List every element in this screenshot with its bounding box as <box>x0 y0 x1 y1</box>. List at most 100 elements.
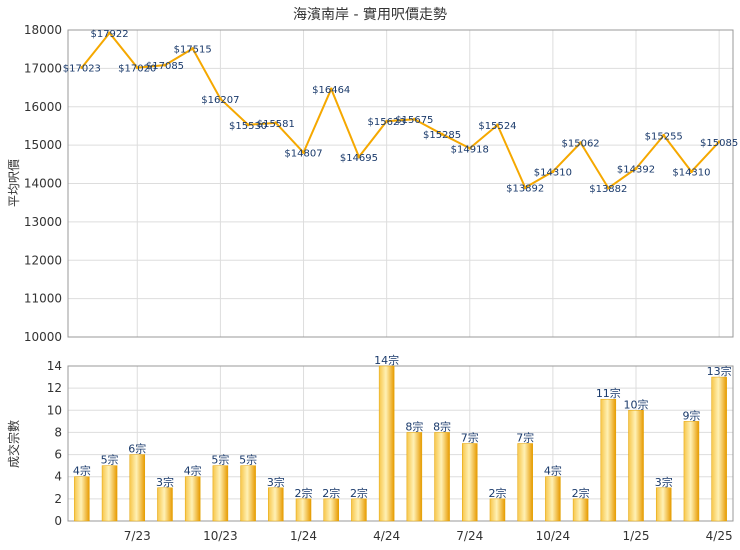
volume-y-tick-label: 14 <box>47 359 62 373</box>
x-tick-label: 10/24 <box>536 529 571 543</box>
price-point-label: $15255 <box>645 131 683 142</box>
x-tick-label: 7/24 <box>456 529 483 543</box>
volume-bar-label: 2宗 <box>295 486 313 500</box>
volume-bar <box>351 498 367 522</box>
price-y-tick-label: 17000 <box>24 61 62 75</box>
price-point-label: $17023 <box>63 63 101 74</box>
price-point-label: $14392 <box>617 164 655 175</box>
price-point-label: $15581 <box>257 119 295 130</box>
price-point-label: $17020 <box>118 64 156 75</box>
x-tick-label: 1/25 <box>623 529 650 543</box>
price-point <box>80 65 84 69</box>
price-point <box>385 119 389 123</box>
volume-bar <box>683 421 700 522</box>
volume-bar <box>462 443 478 522</box>
price-point-label: $15524 <box>478 121 516 132</box>
price-point <box>274 121 278 125</box>
chart-title: 海濱南岸 - 實用呎價走勢 <box>293 6 447 23</box>
price-point <box>717 140 721 144</box>
volume-plot-frame <box>67 365 734 522</box>
price-point <box>689 170 693 174</box>
price-point <box>191 47 195 51</box>
volume-bar <box>212 465 229 522</box>
volume-y-tick-label: 4 <box>54 470 62 484</box>
volume-bar-label: 2宗 <box>350 486 368 500</box>
price-point-label: $15530 <box>229 121 267 132</box>
volume-bar-label: 2宗 <box>322 486 340 500</box>
price-point-label: $16464 <box>312 85 350 96</box>
price-point <box>135 66 139 70</box>
volume-bar <box>74 476 90 522</box>
price-y-tick-label: 18000 <box>24 23 62 37</box>
price-point <box>468 146 472 150</box>
price-point <box>606 186 610 190</box>
x-tick-label: 4/25 <box>706 529 733 543</box>
volume-bar-label: 4宗 <box>544 464 562 478</box>
volume-bar-label: 2宗 <box>488 486 506 500</box>
price-series-line <box>81 31 720 190</box>
volume-bar-label: 5宗 <box>239 453 257 467</box>
volume-y-tick-label: 10 <box>47 403 62 417</box>
volume-bar-label: 4宗 <box>73 464 91 478</box>
volume-bar-label: 3宗 <box>156 475 174 489</box>
x-tick-label: 10/23 <box>203 529 238 543</box>
volume-bar <box>184 476 201 522</box>
volume-bar-label: 5宗 <box>211 453 229 467</box>
volume-bar <box>268 487 284 522</box>
price-point <box>412 117 416 121</box>
price-point <box>523 186 527 190</box>
volume-bar-label: 13宗 <box>707 364 732 378</box>
price-point-label: $13892 <box>506 184 544 195</box>
price-point-label: $15675 <box>395 115 433 126</box>
price-point-label: $15085 <box>700 138 738 149</box>
volume-bar-label: 7宗 <box>461 431 479 445</box>
price-y-axis-label: 平均呎價 <box>7 159 21 207</box>
volume-bar <box>600 398 617 522</box>
volume-bar-label: 9宗 <box>682 408 700 422</box>
price-point-label: $15285 <box>423 130 461 141</box>
volume-bar-label: 2宗 <box>572 486 590 500</box>
price-point-label: $14918 <box>451 144 489 155</box>
price-point <box>246 123 250 127</box>
volume-bar-label: 3宗 <box>655 475 673 489</box>
price-point-label: $13882 <box>589 184 627 195</box>
x-tick-label: 7/23 <box>124 529 151 543</box>
volume-bar-label: 6宗 <box>128 442 146 456</box>
volume-bar <box>295 498 312 522</box>
volume-y-tick-label: 8 <box>54 425 62 439</box>
price-point <box>357 155 361 159</box>
price-plot-frame <box>67 29 734 338</box>
volume-bar-label: 8宗 <box>433 419 451 433</box>
volume-bar-label: 7宗 <box>516 431 534 445</box>
price-point-label: $14310 <box>672 168 710 179</box>
volume-bar <box>406 432 423 522</box>
volume-bar <box>545 476 561 522</box>
volume-bar <box>378 365 395 522</box>
price-point-label: $14807 <box>284 149 322 160</box>
volume-bar-label: 5宗 <box>101 453 119 467</box>
volume-y-axis-label: 成交宗數 <box>6 420 21 468</box>
price-point-label: $15062 <box>562 139 600 150</box>
volume-bar-label: 8宗 <box>405 419 423 433</box>
price-point <box>662 133 666 137</box>
price-point <box>495 123 499 127</box>
volume-bar-label: 3宗 <box>267 475 285 489</box>
volume-bar <box>323 498 339 522</box>
price-point-label: $17922 <box>90 29 128 40</box>
price-point <box>302 151 306 155</box>
volume-bar <box>517 443 533 522</box>
volume-bar <box>655 487 672 522</box>
volume-y-tick-label: 12 <box>47 381 62 395</box>
volume-bar <box>129 454 146 522</box>
volume-bar <box>240 465 256 522</box>
volume-bar <box>572 498 589 522</box>
volume-y-tick-label: 2 <box>54 492 62 506</box>
price-y-tick-label: 16000 <box>24 100 62 114</box>
price-y-tick-label: 11000 <box>24 292 62 306</box>
price-y-tick-label: 13000 <box>24 215 62 229</box>
x-tick-label: 4/24 <box>373 529 400 543</box>
price-point <box>108 31 112 35</box>
price-point-label: $17085 <box>146 61 184 72</box>
volume-bar <box>101 465 118 522</box>
